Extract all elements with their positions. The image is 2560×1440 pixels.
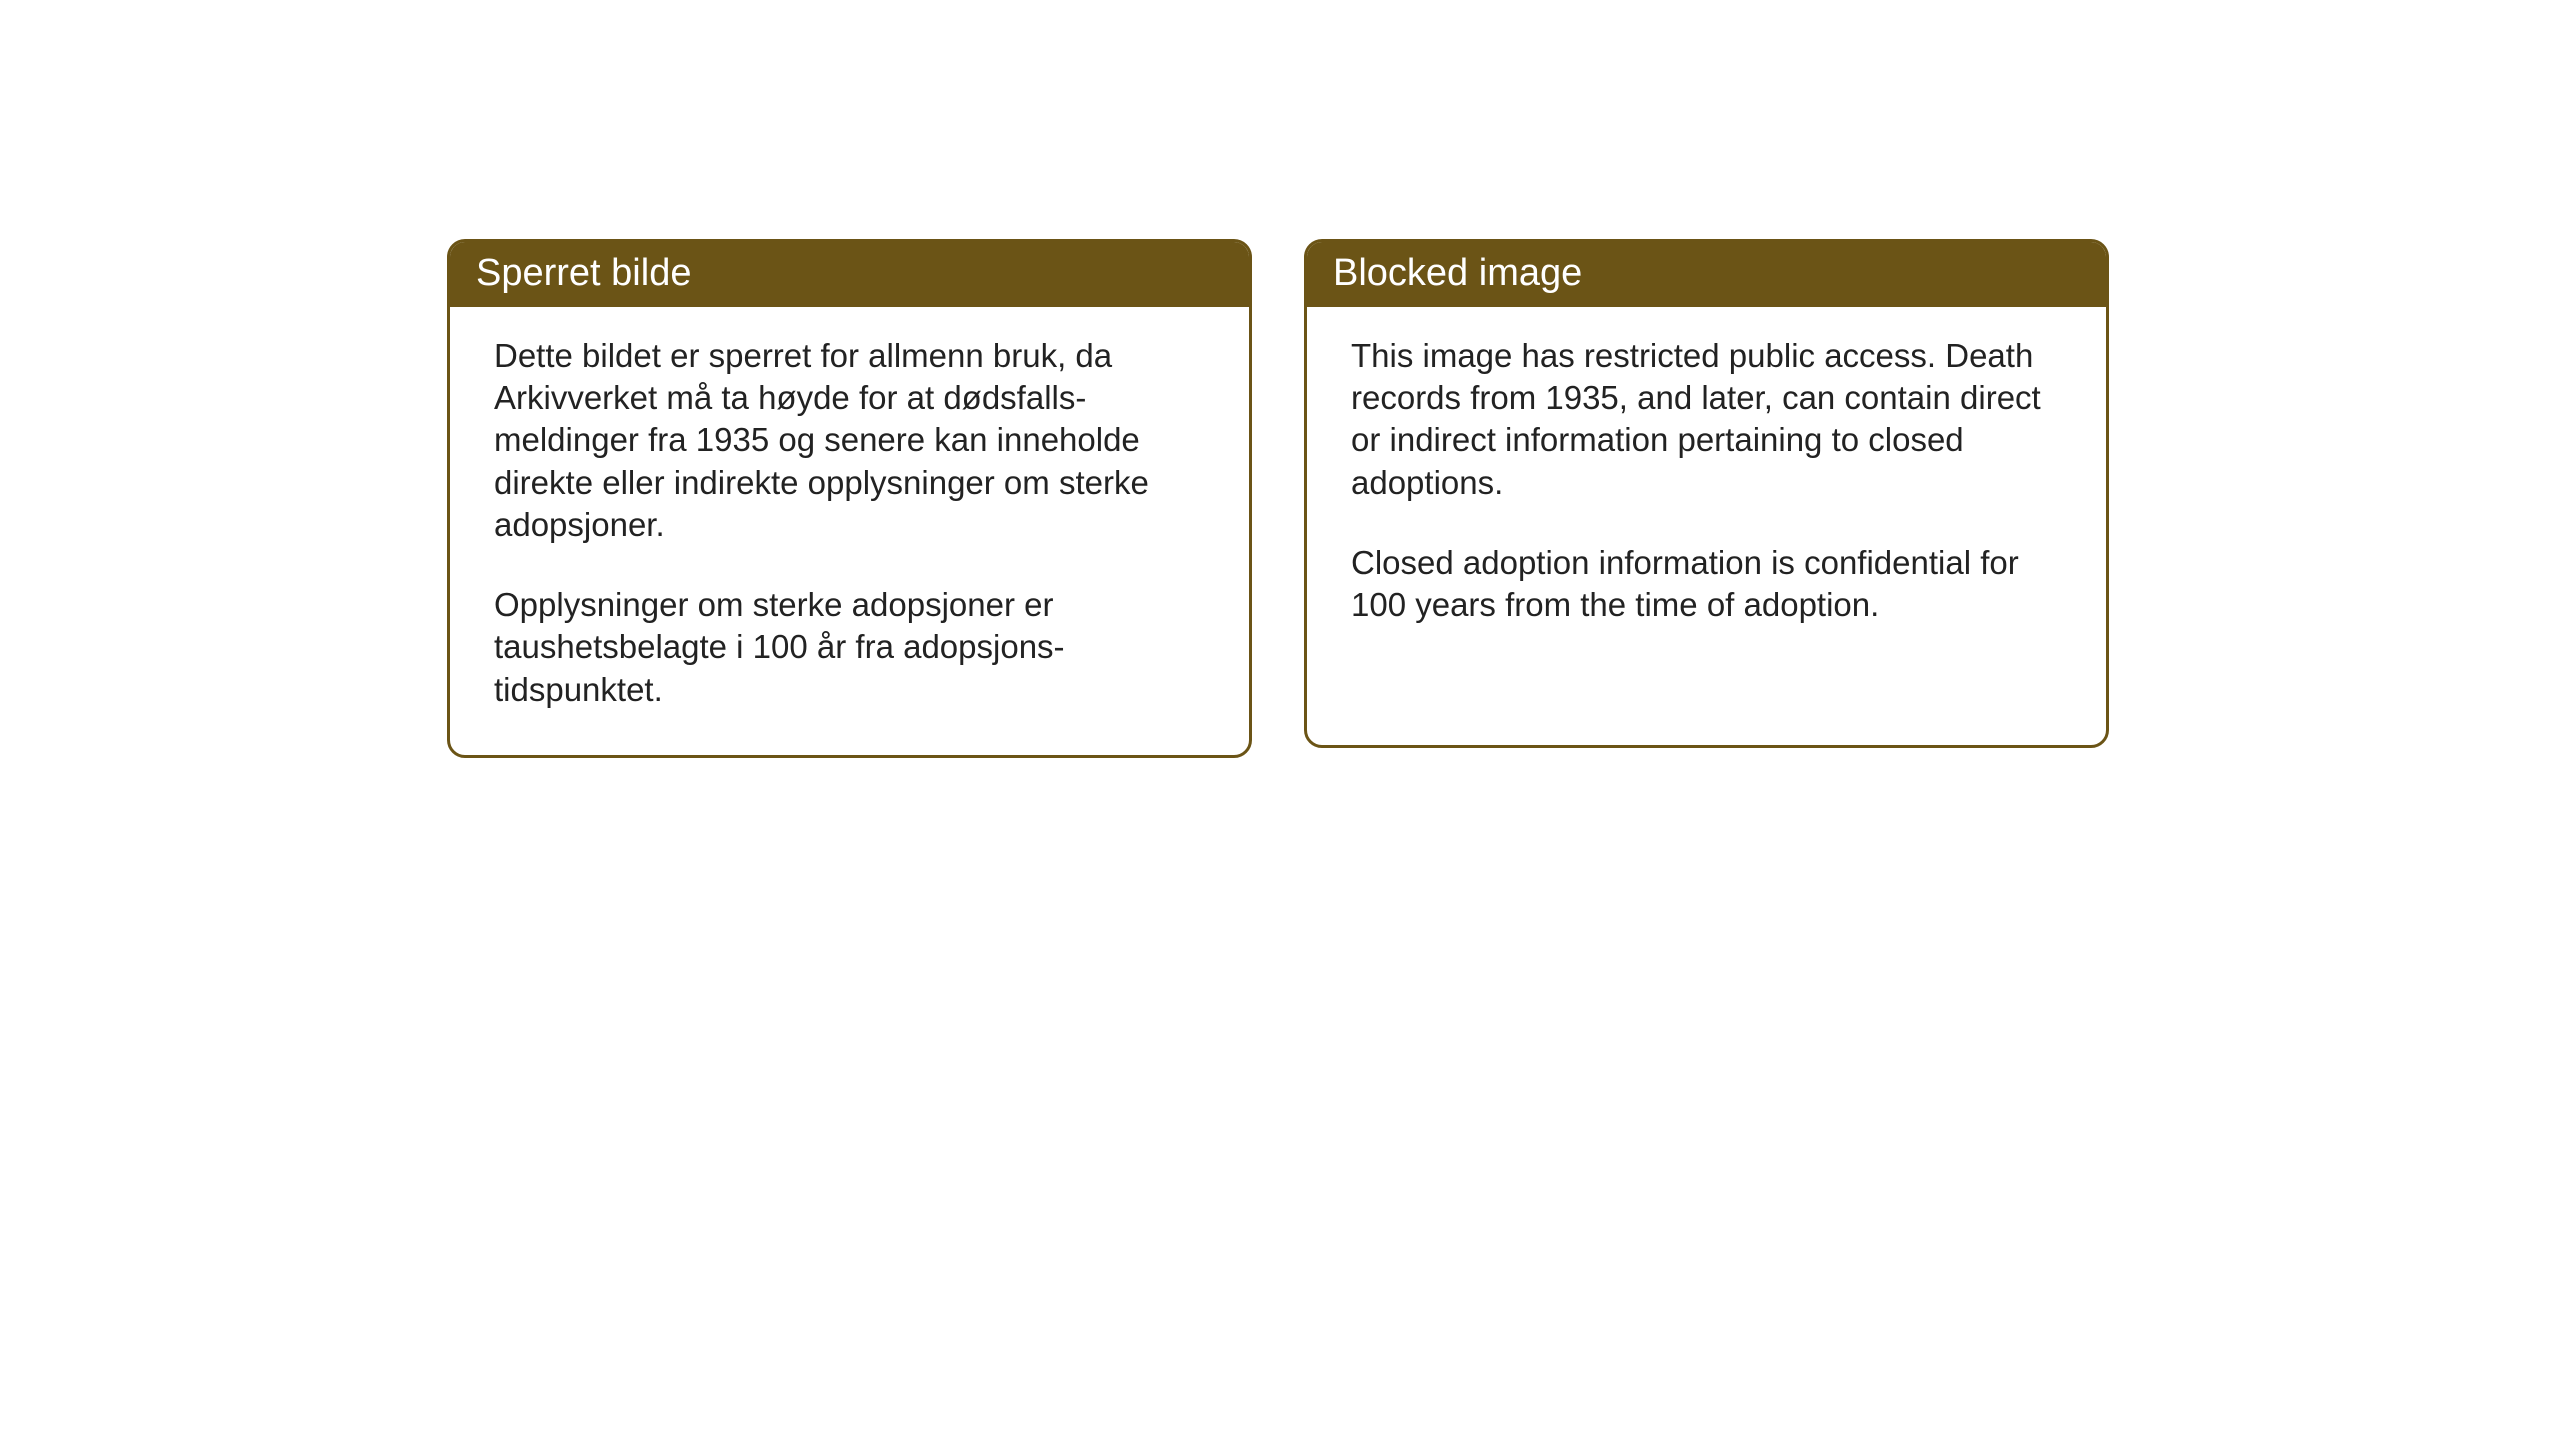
notice-body-norwegian: Dette bildet er sperret for allmenn bruk… <box>450 307 1249 755</box>
notice-card-norwegian: Sperret bilde Dette bildet er sperret fo… <box>447 239 1252 758</box>
notice-body-english: This image has restricted public access.… <box>1307 307 2106 670</box>
notice-header-norwegian: Sperret bilde <box>450 242 1249 307</box>
notice-paragraph-1-norwegian: Dette bildet er sperret for allmenn bruk… <box>494 335 1205 546</box>
notice-header-english: Blocked image <box>1307 242 2106 307</box>
notice-container: Sperret bilde Dette bildet er sperret fo… <box>447 239 2109 758</box>
notice-card-english: Blocked image This image has restricted … <box>1304 239 2109 748</box>
notice-title-norwegian: Sperret bilde <box>476 252 691 294</box>
notice-paragraph-1-english: This image has restricted public access.… <box>1351 335 2062 504</box>
notice-paragraph-2-english: Closed adoption information is confident… <box>1351 542 2062 626</box>
notice-paragraph-2-norwegian: Opplysninger om sterke adopsjoner er tau… <box>494 584 1205 711</box>
notice-title-english: Blocked image <box>1333 252 1582 294</box>
